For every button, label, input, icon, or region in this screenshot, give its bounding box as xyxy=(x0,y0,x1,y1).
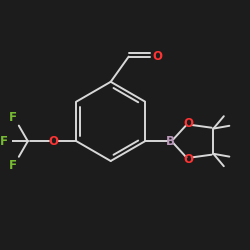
Text: F: F xyxy=(9,111,17,124)
Text: O: O xyxy=(183,117,193,130)
Text: F: F xyxy=(9,158,17,172)
Text: O: O xyxy=(48,135,58,148)
Text: O: O xyxy=(183,153,193,166)
Text: O: O xyxy=(152,50,162,63)
Text: F: F xyxy=(0,135,8,148)
Text: B: B xyxy=(166,135,175,148)
